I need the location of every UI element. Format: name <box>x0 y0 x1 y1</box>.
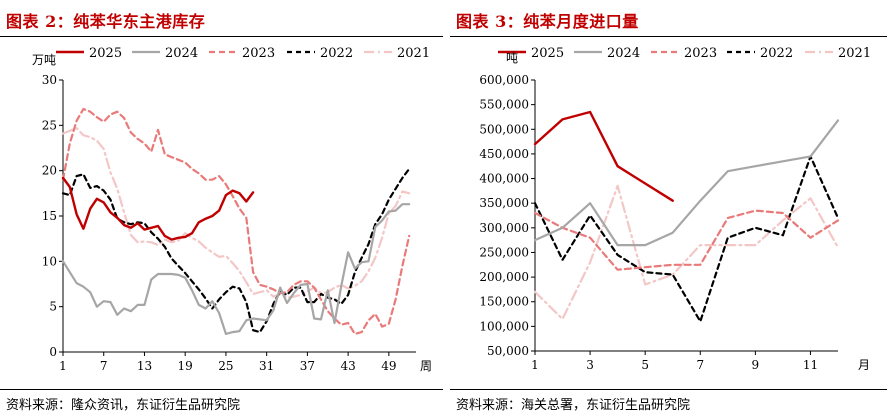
y-tick-label: 5 <box>49 300 57 314</box>
y-tick-label: 550,000 <box>479 98 529 112</box>
legend-label: 2023 <box>684 46 717 61</box>
x-tick-label: 31 <box>259 359 274 373</box>
x-tick-label: 1 <box>531 358 539 372</box>
y-tick-label: 400,000 <box>479 172 529 186</box>
legend-label: 2022 <box>760 46 793 61</box>
x-axis-unit: 月 <box>858 358 870 372</box>
legend: 2025 2024 2023 2022 2021 <box>498 46 871 61</box>
x-tick-label: 13 <box>137 359 152 373</box>
y-tick-label: 15 <box>42 209 57 223</box>
y-tick-label: 200,000 <box>479 270 529 284</box>
legend-label: 2021 <box>397 46 430 61</box>
y-tick-label: 0 <box>49 345 57 359</box>
legend-item: 2022 <box>727 46 793 61</box>
legend-item: 2022 <box>287 46 353 61</box>
chart-title: 图表 2：纯苯华东主港库存 <box>6 12 206 31</box>
x-tick-label: 19 <box>178 359 193 373</box>
legend-label: 2022 <box>320 46 353 61</box>
legend-item: 2023 <box>651 46 717 61</box>
x-tick-label: 7 <box>696 358 704 372</box>
source-rule <box>450 389 887 390</box>
y-tick-label: 500,000 <box>479 122 529 136</box>
series-line-2022 <box>61 167 411 334</box>
legend-item: 2025 <box>498 46 564 61</box>
legend-label: 2023 <box>242 46 275 61</box>
y-tick-label: 250,000 <box>479 245 529 259</box>
y-tick-label: 150,000 <box>479 295 529 309</box>
y-tick-label: 25 <box>42 118 57 132</box>
source-rule <box>0 389 443 390</box>
left-chart-panel: 图表 2：纯苯华东主港库存 2025 2024 2023 2022 2021 万吨 0 5 10… <box>0 0 443 419</box>
series-line-2025 <box>533 110 674 202</box>
x-tick-label: 43 <box>340 359 355 373</box>
x-tick-label: 3 <box>586 358 594 372</box>
source-note: 资料来源：海关总署，东证衍生品研究院 <box>456 398 691 413</box>
y-tick-label: 450,000 <box>479 147 529 161</box>
imports-line-chart: 2025 2024 2023 2022 2021 吨 50,000 100,000 150,00… <box>479 46 871 372</box>
title-rule <box>0 36 443 37</box>
series-line-2021 <box>533 184 840 321</box>
x-tick-label: 49 <box>381 359 396 373</box>
x-axis-unit: 周 <box>420 359 432 373</box>
y-tick-label: 50,000 <box>487 344 529 358</box>
y-axis-unit: 吨 <box>506 51 518 65</box>
x-tick-label: 5 <box>641 358 649 372</box>
legend-item: 2024 <box>132 46 198 61</box>
y-tick-label: 20 <box>42 164 57 178</box>
series-line-2023 <box>533 209 840 271</box>
series-line-2024 <box>533 119 840 247</box>
legend-label: 2025 <box>89 46 122 61</box>
source-note: 资料来源：隆众资讯，东证衍生品研究院 <box>6 398 241 413</box>
y-tick-label: 300,000 <box>479 221 529 235</box>
legend: 2025 2024 2023 2022 2021 <box>56 46 430 61</box>
x-tick-label: 37 <box>300 359 315 373</box>
y-tick-label: 30 <box>42 73 57 87</box>
x-tick-label: 7 <box>100 359 108 373</box>
legend-item: 2021 <box>364 46 430 61</box>
legend-item: 2023 <box>209 46 275 61</box>
x-tick-label: 11 <box>803 358 818 372</box>
title-rule <box>450 36 887 37</box>
x-tick-label: 25 <box>218 359 233 373</box>
right-chart-panel: 图表 3：纯苯月度进口量 2025 2024 2023 2022 2021 吨 50,000… <box>450 0 887 419</box>
series-line-2024 <box>61 203 411 335</box>
y-tick-label: 350,000 <box>479 196 529 210</box>
legend-label: 2021 <box>838 46 871 61</box>
y-tick-label: 10 <box>42 254 57 268</box>
y-axis-unit: 万吨 <box>32 53 56 67</box>
series-line-2022 <box>533 155 840 323</box>
legend-label: 2025 <box>531 46 564 61</box>
legend-item: 2021 <box>805 46 871 61</box>
legend-item: 2024 <box>574 46 640 61</box>
y-tick-label: 600,000 <box>479 73 529 87</box>
y-tick-label: 100,000 <box>479 319 529 333</box>
series-line-2023 <box>61 107 411 335</box>
chart-title: 图表 3：纯苯月度进口量 <box>456 12 639 31</box>
legend-label: 2024 <box>165 46 198 61</box>
legend-label: 2024 <box>607 46 640 61</box>
x-tick-label: 1 <box>59 359 67 373</box>
x-tick-label: 9 <box>752 358 760 372</box>
series-line-2025 <box>61 176 255 241</box>
legend-item: 2025 <box>56 46 122 61</box>
